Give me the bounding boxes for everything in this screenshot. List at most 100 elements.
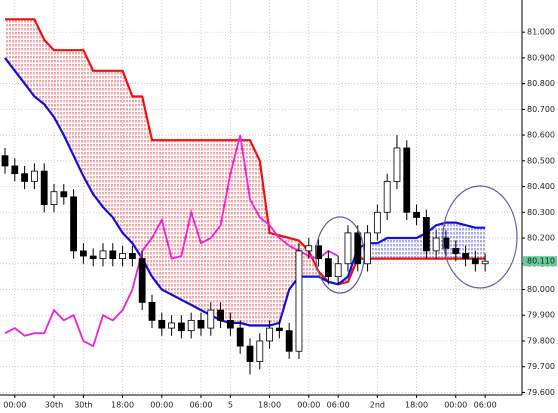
y-tick-label: 79.600 (527, 388, 555, 397)
cloud (249, 140, 260, 326)
last-price-label: 80.110 (527, 257, 555, 266)
highlight-circle (442, 185, 518, 289)
y-tick-label: 80.300 (527, 208, 555, 217)
candle-body (168, 322, 175, 329)
x-tick-label: 00:00 (444, 401, 467, 410)
y-tick-label: 80.000 (527, 285, 555, 294)
x-tick-label: 18:00 (405, 401, 428, 410)
cloud (122, 70, 133, 244)
candle-body (275, 327, 283, 332)
y-tick-label: 81.000 (527, 28, 555, 37)
x-tick-label: 00:00 (297, 401, 320, 410)
highlight-circle (315, 216, 365, 294)
cloud (269, 232, 280, 326)
candle-body (344, 232, 352, 265)
y-tick-label: 79.800 (527, 336, 555, 345)
cloud (259, 160, 270, 326)
y-tick-label: 79.900 (527, 311, 555, 320)
candle-body (128, 253, 136, 260)
x-tick-label: 00:00 (3, 401, 26, 410)
candle-body (295, 250, 303, 352)
cloud (475, 227, 486, 259)
cloud (161, 140, 172, 295)
x-tick-label: 30th (45, 401, 63, 410)
candle-body (187, 319, 195, 332)
candle-body (285, 330, 293, 352)
candle-body (1, 155, 9, 167)
candle-body (177, 322, 185, 332)
cloud (200, 140, 211, 316)
candle-body (403, 147, 411, 213)
cloud (406, 238, 417, 259)
x-tick-label: 2nd (370, 401, 385, 410)
cloud (279, 235, 290, 323)
candle-body (393, 147, 401, 182)
candle-body (413, 211, 420, 218)
candle-body (324, 258, 332, 278)
y-tick-label: 80.600 (527, 131, 555, 140)
cloud (34, 19, 45, 105)
candle-body (70, 196, 77, 252)
x-tick-label: 06:00 (474, 401, 497, 410)
candle-body (226, 319, 234, 329)
x-tick-label: 30th (74, 401, 92, 410)
candle-body (60, 191, 68, 198)
x-tick-label: 06:00 (327, 401, 350, 410)
cloud (24, 19, 35, 97)
candle-body (452, 247, 460, 254)
cloud (4, 19, 15, 71)
candle-body (21, 173, 28, 182)
cloud (63, 50, 74, 156)
candle-body (11, 165, 19, 175)
candle-body (383, 181, 391, 213)
cloud (53, 50, 64, 136)
y-tick-label: 80.200 (527, 234, 555, 243)
y-tick-label: 79.700 (527, 362, 555, 371)
cloud (142, 96, 152, 277)
cloud (44, 39, 54, 118)
candle-body (40, 170, 48, 205)
cloud (230, 140, 241, 323)
candle-body (207, 309, 215, 329)
candle-body (364, 232, 371, 265)
cloud (220, 140, 231, 323)
candle-body (197, 319, 205, 329)
candle-body (481, 260, 489, 265)
candle-body (99, 250, 107, 260)
candle-body (236, 327, 244, 347)
candle-body (119, 253, 126, 260)
line-series (4, 57, 486, 327)
cloud (171, 140, 182, 300)
cloud (151, 140, 162, 290)
cloud (93, 70, 103, 208)
y-tick-label: 80.500 (527, 156, 555, 165)
candle-body (79, 250, 87, 257)
candle-body (305, 245, 313, 252)
line-series (5, 18, 486, 286)
cloud (132, 96, 143, 259)
cloud (181, 140, 192, 305)
cloud (14, 19, 25, 84)
x-tick-label: 18:00 (258, 401, 281, 410)
candle-body (462, 253, 469, 260)
cloud (112, 70, 123, 233)
cloud (465, 225, 476, 259)
candle-body (422, 217, 430, 252)
y-tick-label: 80.800 (527, 79, 555, 88)
cloud (73, 50, 84, 177)
x-tick-label: 00:00 (150, 401, 173, 410)
cloud (83, 50, 94, 195)
cloud (377, 238, 388, 259)
candle-body (354, 232, 362, 265)
line-series (4, 134, 339, 348)
cloud (387, 238, 397, 259)
candle-body (158, 319, 166, 329)
candle-body (50, 191, 58, 205)
candle-body (246, 345, 254, 362)
candle-body (432, 237, 440, 252)
x-tick-label: 5 (228, 401, 233, 410)
candle-body (148, 301, 156, 321)
x-tick-label: 06:00 (189, 401, 212, 410)
candle-body (256, 340, 264, 362)
